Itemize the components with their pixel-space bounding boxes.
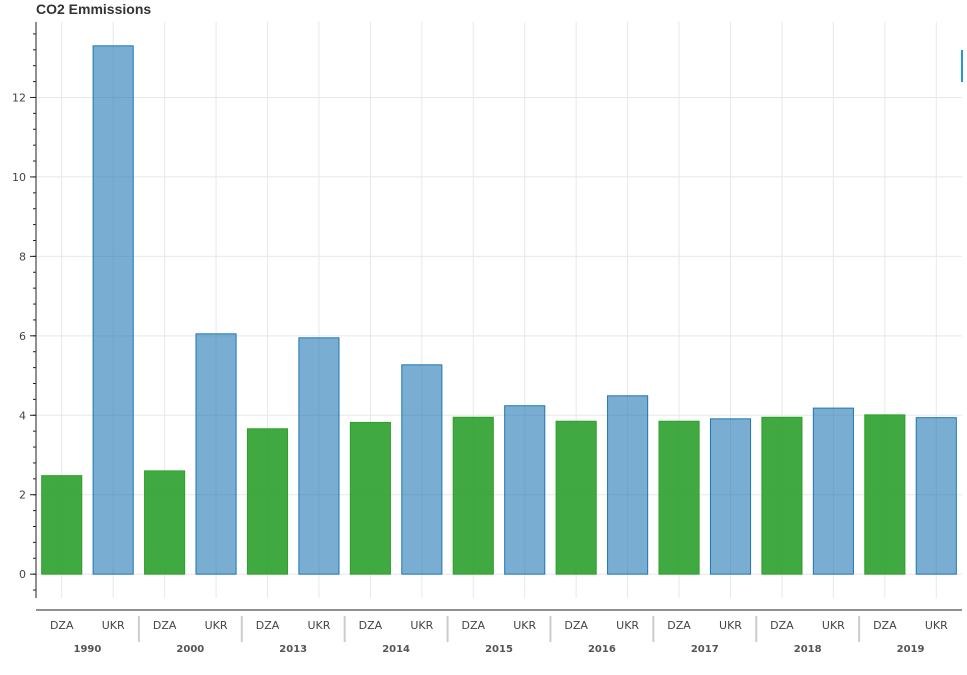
x-subcategory-label: DZA — [359, 619, 383, 632]
x-subcategory-label: UKR — [102, 619, 125, 632]
x-category-label: 2019 — [897, 644, 925, 655]
x-subcategory-label: UKR — [307, 619, 330, 632]
bar-ukr-2017 — [709, 418, 752, 575]
x-subcategory-label: DZA — [564, 619, 588, 632]
x-category-label: 2018 — [794, 644, 822, 655]
x-subcategory-label: UKR — [616, 619, 639, 632]
x-subcategory-label: DZA — [770, 619, 794, 632]
bar-ukr-2015 — [504, 405, 546, 575]
x-category-label: 1990 — [74, 644, 102, 655]
bar-ukr-2014 — [401, 364, 443, 575]
x-category-label: 2017 — [691, 644, 719, 655]
x-subcategory-label: UKR — [822, 619, 845, 632]
x-category-label: 2016 — [588, 644, 616, 655]
x-subcategory-label: DZA — [50, 619, 74, 632]
bar-dza-2019 — [864, 414, 906, 575]
y-tick-label: 6 — [19, 330, 26, 343]
bar-dza-2015 — [452, 416, 494, 575]
y-tick-label: 12 — [12, 91, 26, 104]
x-category-label: 2013 — [279, 644, 307, 655]
x-subcategory-label: UKR — [410, 619, 433, 632]
x-subcategory-label: DZA — [153, 619, 177, 632]
y-tick-label: 10 — [12, 171, 26, 184]
y-tick-label: 0 — [19, 568, 26, 581]
bar-dza-2017 — [658, 420, 700, 575]
x-subcategory-label: DZA — [667, 619, 691, 632]
axes — [30, 22, 963, 642]
axis-labels: 0 2 4 6 8 10 12 DZA UKR 1990 DZA UKR 2000 DZA UKR 2013 D… — [12, 91, 948, 655]
x-subcategory-label: DZA — [462, 619, 486, 632]
bar-dza-2014 — [349, 421, 391, 575]
bar-dza-2018 — [761, 416, 803, 575]
x-subcategory-label: DZA — [256, 619, 280, 632]
bars — [41, 45, 957, 575]
bar-dza-2016 — [555, 420, 597, 575]
bar-ukr-2013 — [298, 337, 340, 575]
y-tick-label: 4 — [19, 409, 26, 422]
y-tick-label: 8 — [19, 250, 26, 263]
x-subcategory-label: UKR — [205, 619, 228, 632]
x-category-label: 2014 — [382, 644, 410, 655]
bar-dza-2000 — [144, 470, 186, 575]
bar-ukr-2018 — [812, 407, 854, 575]
y-tick-label: 2 — [19, 489, 26, 502]
x-category-label: 2000 — [176, 644, 204, 655]
chart-title: CO2 Emmissions — [36, 1, 152, 17]
bar-ukr-1990 — [92, 45, 134, 575]
x-category-label: 2015 — [485, 644, 513, 655]
bar-ukr-2016 — [607, 395, 649, 575]
bar-ukr-2000 — [195, 333, 237, 575]
bar-dza-2013 — [246, 428, 289, 575]
x-subcategory-label: UKR — [513, 619, 536, 632]
x-subcategory-label: UKR — [925, 619, 948, 632]
bar-ukr-2019 — [915, 417, 957, 575]
x-subcategory-label: DZA — [873, 619, 897, 632]
x-subcategory-label: UKR — [719, 619, 742, 632]
bar-dza-1990 — [41, 475, 83, 575]
